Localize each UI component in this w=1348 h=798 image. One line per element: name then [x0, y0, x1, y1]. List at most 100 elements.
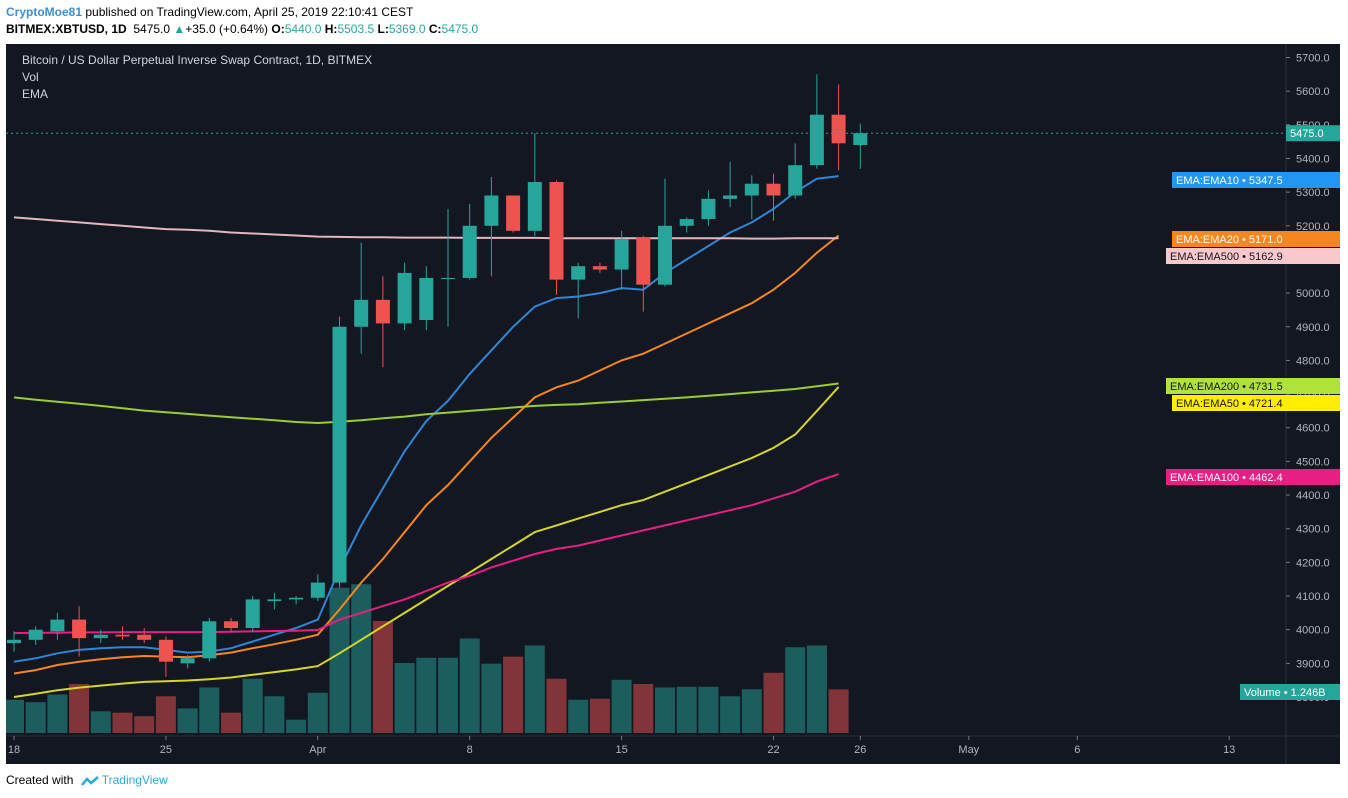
- price-tick-label: 4800.0: [1296, 355, 1330, 367]
- ema-tag-ema200-bg: [1166, 378, 1340, 394]
- price-chart[interactable]: 3800.03900.04000.04100.04200.04300.04400…: [6, 44, 1340, 764]
- time-tick-label: 26: [854, 744, 866, 756]
- volume-bar: [112, 712, 133, 733]
- volume-tag: Volume • 1.246B: [1240, 684, 1340, 700]
- candle-body: [506, 195, 521, 231]
- volume-bar: [741, 689, 762, 733]
- last-price-value: 5475.0: [133, 22, 171, 36]
- volume-bar: [90, 711, 111, 733]
- volume-bar: [6, 699, 24, 733]
- volume-tag-bg: [1240, 684, 1340, 700]
- author-link[interactable]: CryptoMoe81: [6, 5, 83, 19]
- candle-body: [571, 266, 586, 280]
- time-tick-label: 8: [467, 744, 473, 756]
- open-value: 5440.0: [284, 22, 322, 36]
- price-tick-label: 5200.0: [1296, 221, 1330, 233]
- price-tick-label: 5400.0: [1296, 153, 1330, 165]
- candle-body: [354, 299, 369, 327]
- up-arrow-icon: ▲: [173, 22, 186, 36]
- volume-series: [6, 584, 849, 733]
- candle-body: [93, 634, 108, 639]
- candle-body: [636, 237, 651, 285]
- candle-body: [289, 597, 304, 600]
- low-value: 5369.0: [388, 22, 426, 36]
- tradingview-logo-icon: [80, 775, 99, 786]
- candle-body: [332, 326, 347, 583]
- candle-body: [723, 195, 738, 199]
- candle-body: [614, 239, 629, 270]
- candle-body: [441, 277, 455, 279]
- change-value: +35.0 (+0.64%): [185, 22, 269, 36]
- ema-tag-ema200: EMA:EMA200 • 4731.5: [1166, 378, 1340, 394]
- volume-bar: [568, 699, 589, 733]
- candle-body: [592, 266, 607, 270]
- candle-body: [549, 182, 564, 280]
- candle-body: [419, 277, 434, 321]
- volume-bar: [546, 678, 567, 733]
- chart-title: Bitcoin / US Dollar Perpetual Inverse Sw…: [22, 53, 373, 67]
- footer: Created with TradingView: [6, 773, 168, 787]
- volume-bar: [286, 719, 307, 733]
- candle-body: [766, 183, 781, 196]
- ema-tag-ema500: EMA:EMA500 • 5162.9: [1166, 248, 1340, 264]
- time-tick-label: Apr: [309, 744, 326, 756]
- candle-body: [484, 195, 499, 226]
- high-label: H:: [324, 22, 338, 36]
- published-text: published on TradingView.com, April 25, …: [82, 5, 414, 19]
- vol-legend[interactable]: Vol: [22, 70, 39, 84]
- low-label: L:: [377, 22, 389, 36]
- volume-bar: [329, 587, 350, 733]
- volume-bar: [720, 696, 741, 733]
- candle-body: [701, 198, 716, 220]
- ema-tag-ema200-text: EMA:EMA200 • 4731.5: [1170, 381, 1283, 393]
- high-value: 5503.5: [337, 22, 375, 36]
- price-tick-label: 4500.0: [1296, 456, 1330, 468]
- ema-tag-ema500-text: EMA:EMA500 • 5162.9: [1170, 251, 1283, 263]
- volume-bar: [633, 684, 654, 733]
- volume-bar: [394, 663, 415, 733]
- close-label: C:: [428, 22, 442, 36]
- ema-line-ema20: [13, 234, 840, 675]
- candle-body: [527, 182, 542, 231]
- ema-tag-ema20-bg: [1172, 231, 1340, 247]
- time-tick-label: 18: [8, 744, 20, 756]
- volume-bar: [438, 657, 458, 733]
- volume-bar: [503, 656, 524, 733]
- price-tick-label: 4400.0: [1296, 490, 1330, 502]
- candle-body: [679, 219, 694, 226]
- volume-bar: [524, 645, 545, 733]
- candle-body: [462, 225, 477, 278]
- candle-body: [397, 272, 412, 324]
- tradingview-link[interactable]: TradingView: [101, 773, 168, 787]
- price-tick-label: 4000.0: [1296, 625, 1330, 637]
- price-tick-label: 4300.0: [1296, 524, 1330, 536]
- volume-bar: [611, 679, 632, 733]
- time-axis: 18 25 Apr 8 15 22 26 May 6 13: [8, 736, 1235, 756]
- ema-tag-ema10-bg: [1172, 172, 1340, 188]
- volume-bar: [676, 686, 697, 733]
- volume-bar: [307, 692, 328, 733]
- ema-tag-ema10: EMA:EMA10 • 5347.5: [1172, 172, 1340, 188]
- volume-bar: [785, 647, 806, 733]
- ema-tag-ema50-bg: [1172, 395, 1340, 411]
- candle-body: [224, 621, 238, 629]
- volume-bar: [221, 712, 241, 733]
- volume-bar: [481, 663, 502, 733]
- ema-tag-ema100-text: EMA:EMA100 • 4462.4: [1170, 472, 1283, 484]
- candle-series: [7, 74, 868, 677]
- ema-tag-ema100-bg: [1166, 469, 1340, 485]
- time-tick-label: 15: [615, 744, 627, 756]
- ema-legend[interactable]: EMA: [22, 87, 49, 101]
- candle-body: [788, 165, 803, 196]
- volume-bar: [264, 696, 285, 733]
- candle-body: [245, 599, 260, 629]
- candle-body: [28, 629, 43, 640]
- ema-line-ema50: [13, 386, 840, 698]
- ema-tag-ema100: EMA:EMA100 • 4462.4: [1166, 469, 1340, 485]
- ema-line-ema10: [13, 175, 839, 663]
- price-tick-label: 4200.0: [1296, 557, 1330, 569]
- candle-body: [72, 619, 87, 639]
- ema-line-ema100: [13, 473, 839, 635]
- volume-bar: [828, 689, 849, 733]
- chart-panel[interactable]: 3800.03900.04000.04100.04200.04300.04400…: [6, 44, 1340, 764]
